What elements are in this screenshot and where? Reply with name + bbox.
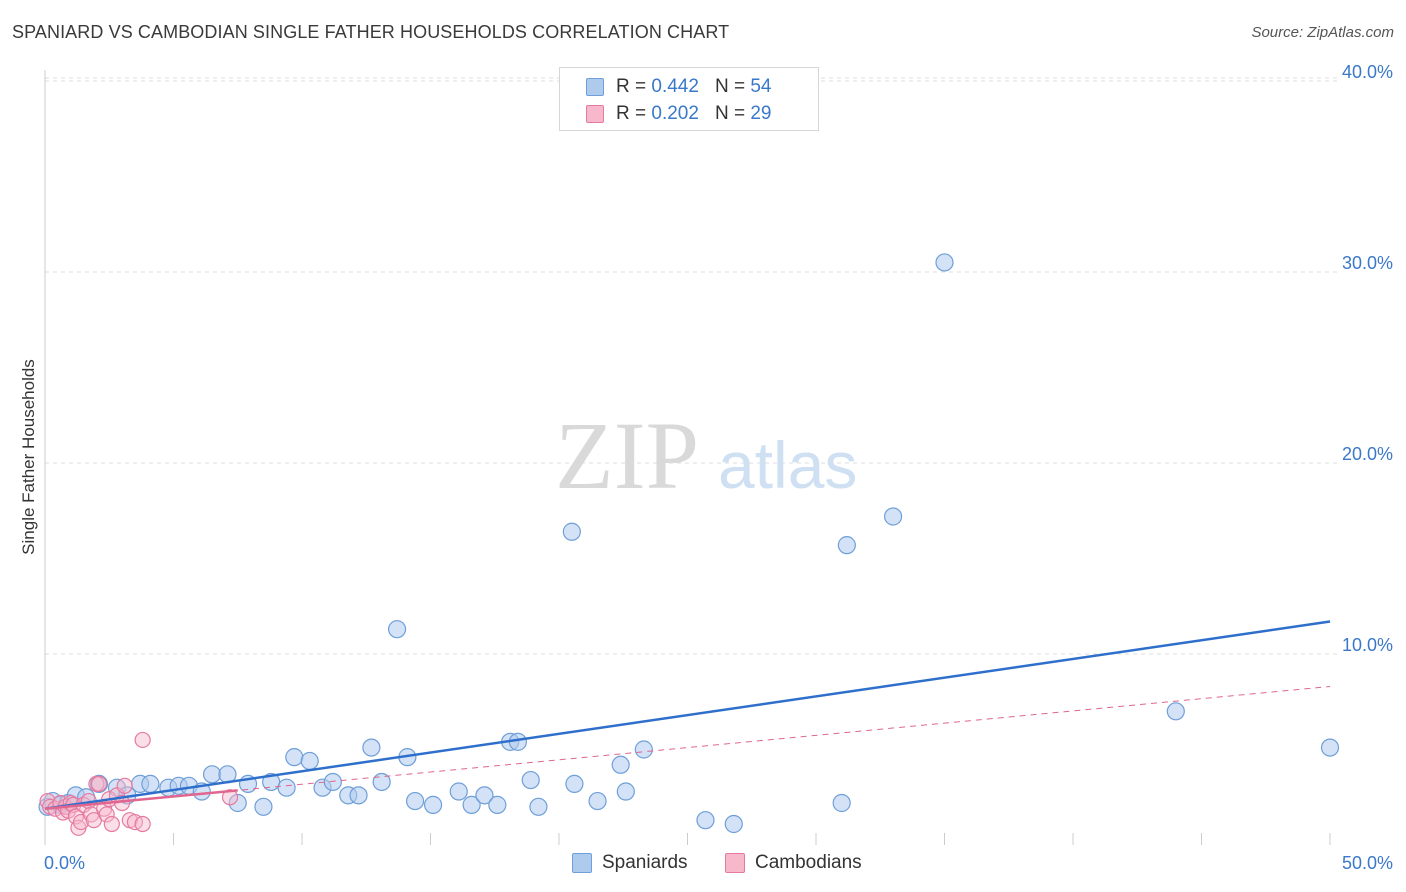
- data-point-spaniards: [724, 814, 743, 834]
- bottom-legend: Spaniards Cambodians: [0, 852, 1406, 878]
- data-point-cambodians: [98, 806, 115, 823]
- data-point-spaniards: [423, 795, 443, 814]
- data-point-spaniards: [300, 751, 319, 771]
- data-point-spaniards: [611, 755, 630, 774]
- data-point-spaniards: [228, 793, 247, 813]
- data-point-spaniards: [616, 782, 635, 801]
- legend-swatch-cambodians: [586, 105, 604, 123]
- data-point-cambodians: [116, 777, 133, 794]
- data-point-spaniards: [565, 774, 584, 793]
- data-point-spaniards: [634, 740, 653, 759]
- grid-layer: [45, 77, 1340, 655]
- data-point-spaniards: [323, 772, 342, 792]
- data-point-spaniards: [521, 770, 540, 790]
- data-point-spaniards: [405, 791, 425, 811]
- legend-r-value: 0.202: [651, 103, 699, 124]
- data-point-spaniards: [285, 748, 304, 767]
- data-point-spaniards: [562, 522, 581, 541]
- data-point-spaniards: [202, 765, 222, 784]
- data-point-spaniards: [1320, 738, 1340, 757]
- bottom-legend-swatch-spaniards: [572, 853, 592, 873]
- legend-r-value: 0.442: [651, 76, 699, 97]
- legend-row-spaniards: R = 0.442 N = 54: [586, 75, 771, 99]
- bottom-legend-label-spaniards: Spaniards: [602, 852, 688, 873]
- data-point-spaniards: [935, 253, 954, 272]
- data-point-spaniards: [488, 795, 507, 814]
- legend-n-label: N =: [714, 103, 746, 124]
- data-point-cambodians: [134, 815, 151, 833]
- data-point-spaniards: [449, 782, 468, 801]
- data-point-spaniards: [254, 797, 273, 816]
- y-tick-label: 20.0%: [1342, 444, 1393, 464]
- trend-line-spaniards: [44, 620, 1331, 810]
- data-point-spaniards: [141, 774, 160, 793]
- data-point-spaniards: [277, 778, 296, 797]
- data-point-spaniards: [696, 811, 715, 830]
- data-point-spaniards: [362, 738, 381, 757]
- data-point-spaniards: [387, 620, 407, 639]
- trend-line-cambodians-solid: [44, 789, 238, 810]
- legend-row-cambodians: R = 0.202 N = 29: [586, 102, 771, 126]
- x-tick-label-max: 50.0%: [1342, 853, 1393, 873]
- data-point-spaniards: [1166, 702, 1185, 721]
- data-point-spaniards: [372, 772, 391, 792]
- bottom-legend-label-cambodians: Cambodians: [755, 852, 862, 873]
- data-point-cambodians: [221, 789, 239, 806]
- legend-n-label: N =: [714, 76, 746, 97]
- data-point-spaniards: [837, 536, 856, 555]
- trend-layer: [44, 620, 1331, 810]
- legend-n-value: 54: [750, 76, 772, 97]
- data-point-cambodians: [90, 775, 108, 792]
- data-point-spaniards: [529, 797, 548, 816]
- bottom-legend-spaniards: Spaniards: [572, 852, 688, 874]
- points-layer: [38, 253, 1340, 836]
- data-point-spaniards: [462, 795, 481, 814]
- source-label: Source: ZipAtlas.com: [1251, 24, 1394, 41]
- y-tick-label: 40.0%: [1342, 62, 1393, 82]
- x-tick-label-min: 0.0%: [44, 853, 85, 873]
- watermark: ZIP atlas: [555, 402, 857, 509]
- data-point-spaniards: [349, 786, 368, 805]
- legend: R = 0.442 N = 54 R = 0.202 N = 29: [559, 67, 819, 131]
- legend-n-value: 29: [750, 103, 772, 124]
- watermark-zip: ZIP: [555, 402, 699, 509]
- y-tick-label: 10.0%: [1342, 635, 1393, 655]
- bottom-legend-cambodians: Cambodians: [725, 852, 862, 874]
- legend-swatch-spaniards: [586, 78, 604, 96]
- chart-title: SPANIARD VS CAMBODIAN SINGLE FATHER HOUS…: [12, 22, 730, 42]
- bottom-legend-swatch-cambodians: [725, 853, 745, 873]
- data-point-spaniards: [832, 793, 851, 813]
- data-point-cambodians: [103, 815, 120, 833]
- y-tick-label: 30.0%: [1342, 253, 1393, 273]
- data-point-spaniards: [475, 786, 494, 805]
- data-point-spaniards: [588, 791, 607, 811]
- axis-layer: 10.0% 20.0% 30.0% 40.0% 0.0% 50.0%: [44, 62, 1393, 873]
- data-point-cambodians: [134, 731, 151, 749]
- y-axis-label: Single Father Households: [19, 359, 38, 555]
- legend-r-label: R =: [616, 76, 647, 97]
- data-point-spaniards: [883, 507, 903, 526]
- watermark-atlas: atlas: [718, 428, 857, 502]
- legend-r-label: R =: [616, 103, 647, 124]
